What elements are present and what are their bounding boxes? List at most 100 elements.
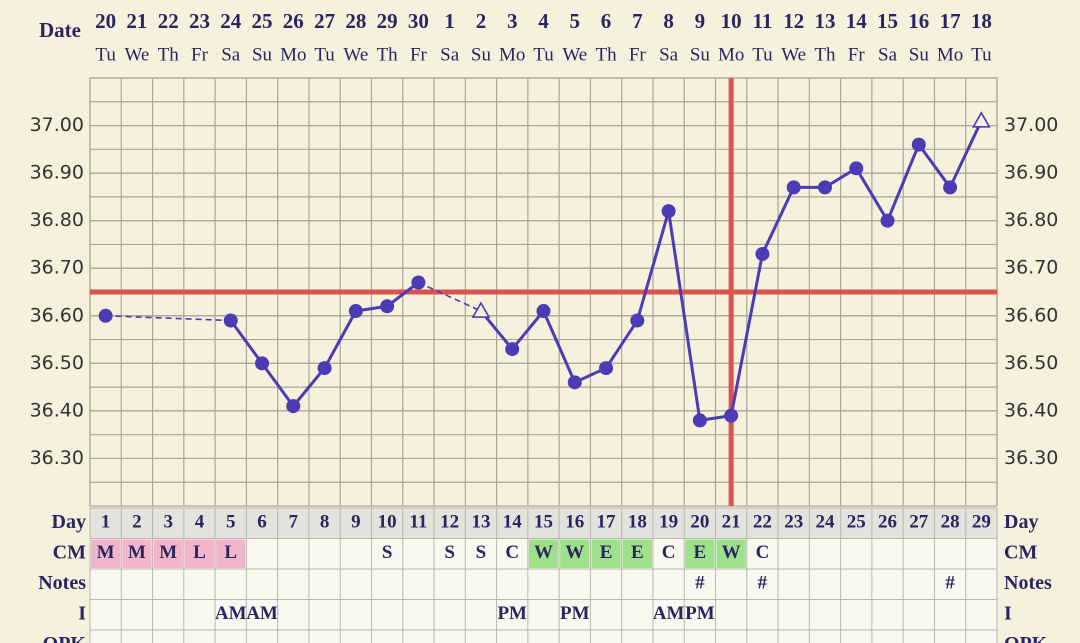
date: 28: [345, 9, 366, 33]
cell-bg: [560, 539, 590, 568]
day-number: 13: [471, 512, 490, 533]
weekday: Tu: [752, 44, 773, 65]
date: 7: [632, 9, 643, 33]
temperature-point: [567, 375, 582, 390]
cell-text: PM: [560, 603, 590, 624]
date: 3: [507, 9, 518, 33]
cell-text: M: [159, 542, 177, 563]
cell-text: S: [476, 542, 487, 563]
temperature-point: [724, 408, 739, 423]
y-tick-label: 36.40: [30, 399, 84, 421]
weekday: Fr: [629, 44, 647, 65]
cell-text: W: [722, 542, 741, 563]
date: 27: [314, 9, 335, 33]
weekday: We: [562, 44, 587, 65]
weekday: Tu: [95, 44, 116, 65]
cell-bg: [184, 539, 215, 568]
temperature-point: [348, 304, 363, 319]
weekday: Th: [595, 44, 617, 65]
temperature-point: [317, 361, 332, 376]
temperature-point: [786, 180, 801, 195]
date: 26: [283, 9, 304, 33]
y-tick-label-right: 36.80: [1004, 209, 1058, 231]
date: 8: [663, 9, 674, 33]
y-tick-label-right: 36.60: [1004, 304, 1058, 326]
day-number: 24: [815, 512, 835, 533]
date: 13: [814, 9, 835, 33]
day-number: 14: [503, 512, 523, 533]
weekday: We: [124, 44, 149, 65]
temperature-point: [411, 275, 426, 290]
cell-text: M: [97, 542, 115, 563]
y-tick-label: 36.30: [30, 447, 84, 469]
y-tick-label-right: 36.40: [1004, 399, 1058, 421]
day-number: 10: [378, 512, 397, 533]
day-number: 22: [753, 512, 772, 533]
y-tick-label: 36.60: [30, 304, 84, 326]
temperature-point: [630, 313, 645, 328]
date: 23: [189, 9, 210, 33]
row-label: OPK: [43, 633, 87, 643]
day-row-bg: [90, 508, 997, 539]
weekday: Mo: [280, 44, 306, 65]
y-tick-label-right: 36.70: [1004, 257, 1058, 279]
date: 24: [220, 9, 242, 33]
temperature-point: [536, 304, 551, 319]
weekday: Sa: [878, 44, 898, 65]
cell-text: PM: [497, 603, 527, 624]
temperature-point-open: [971, 111, 991, 128]
cell-text: L: [224, 542, 237, 563]
y-tick-label: 36.70: [30, 257, 84, 279]
cell-bg: [591, 539, 621, 568]
weekday: Th: [814, 44, 836, 65]
date: 30: [408, 9, 429, 33]
day-number: 19: [659, 512, 678, 533]
temperature-point: [692, 413, 707, 428]
y-tick-label-right: 36.50: [1004, 352, 1058, 374]
weekday: We: [343, 44, 368, 65]
date: 20: [95, 9, 116, 33]
row-bg: [90, 569, 997, 600]
weekday: Mo: [937, 44, 963, 65]
date: 21: [126, 9, 147, 33]
cell-text: W: [534, 542, 553, 563]
day-number: 5: [226, 512, 236, 533]
cell-text: AM: [215, 603, 247, 624]
cell-text: S: [382, 542, 393, 563]
weekday: Sa: [221, 44, 241, 65]
row-label-right: Day: [1004, 511, 1038, 533]
weekday: Su: [690, 44, 711, 65]
date: 15: [877, 9, 898, 33]
day-number: 7: [289, 512, 299, 533]
cell-text: C: [505, 542, 519, 563]
cell-bg: [622, 539, 652, 568]
weekday: Sa: [440, 44, 460, 65]
y-tick-label-right: 36.90: [1004, 162, 1058, 184]
weekday: Mo: [718, 44, 744, 65]
temperature-point: [223, 313, 238, 328]
y-tick-label: 36.80: [30, 209, 84, 231]
date: 11: [753, 9, 773, 33]
day-number: 3: [163, 512, 173, 533]
y-tick-label-right: 37.00: [1004, 114, 1058, 136]
weekday: Fr: [848, 44, 866, 65]
date: 16: [908, 9, 929, 33]
row-label-right: CM: [1004, 541, 1037, 563]
date: 1: [444, 9, 455, 33]
day-number: 12: [440, 512, 459, 533]
day-number: 26: [878, 512, 897, 533]
row-bg: [90, 630, 997, 643]
temperature-point-open: [471, 301, 491, 318]
cell-text: AM: [246, 603, 278, 624]
date-label: Date: [39, 18, 81, 42]
y-tick-label: 36.90: [30, 162, 84, 184]
cell-bg: [685, 539, 715, 568]
cell-text: C: [662, 542, 676, 563]
date: 5: [570, 9, 581, 33]
weekday: Tu: [533, 44, 554, 65]
day-number: 18: [628, 512, 647, 533]
day-number: 6: [257, 512, 267, 533]
row-label: Notes: [38, 572, 86, 594]
row-label-right: Notes: [1004, 572, 1052, 594]
